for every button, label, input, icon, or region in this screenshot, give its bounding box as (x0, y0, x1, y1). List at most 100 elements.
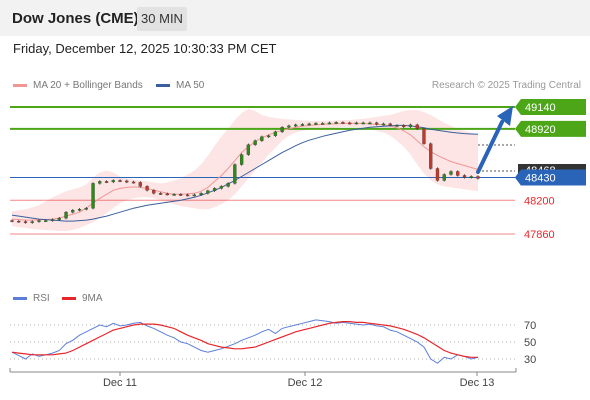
rsi-tick-label: 50 (524, 337, 536, 349)
candle (98, 180, 102, 185)
candle (442, 173, 446, 182)
bollinger-band-area (12, 109, 478, 231)
timestamp: Friday, December 12, 2025 10:30:33 PM CE… (13, 41, 277, 56)
candle-body (422, 128, 426, 144)
candle-body (395, 125, 399, 127)
candle-body (10, 220, 14, 222)
candle-body (226, 183, 230, 187)
level-label: 48200 (524, 195, 555, 207)
rsi-tick-label: 70 (524, 320, 536, 332)
candle (334, 121, 338, 125)
candle (449, 170, 453, 176)
candle (91, 182, 95, 210)
candle-body (442, 174, 446, 181)
ma9-label: 9MA (82, 293, 103, 304)
candle (111, 179, 115, 184)
candle (233, 163, 237, 185)
candle-body (98, 181, 102, 184)
candle (57, 216, 61, 221)
candle-body (44, 220, 48, 222)
level-label: 48430 (525, 172, 556, 184)
level-tag: 48920 (515, 120, 586, 137)
candle (219, 185, 224, 190)
candle (260, 135, 264, 142)
candle (10, 219, 14, 223)
candle-body (462, 175, 467, 178)
candle-body (152, 190, 156, 194)
rsi-ma9-line (11, 321, 478, 358)
candle-body (206, 190, 210, 194)
level-tag-shape (515, 169, 586, 186)
candle-body (334, 122, 338, 124)
candle-body (233, 164, 237, 184)
candle-body (131, 181, 136, 184)
candle (476, 175, 480, 180)
candle (435, 167, 440, 182)
candle-body (111, 180, 115, 183)
legend-ma50: MA 50 (156, 80, 204, 91)
candle (199, 192, 203, 196)
candle (429, 142, 433, 170)
ma20-label: MA 20 + Bollinger Bands (33, 80, 143, 91)
candle-body (64, 212, 68, 219)
candle-body (408, 124, 413, 127)
candle-body (415, 124, 419, 129)
candle (138, 181, 142, 188)
candle-body (429, 143, 433, 169)
candle (361, 121, 365, 125)
ma50-swatch (156, 84, 170, 87)
candle (375, 121, 379, 126)
candle-body (280, 127, 284, 132)
candle-body (158, 193, 163, 195)
candle (381, 122, 386, 126)
candle-body (354, 122, 359, 125)
level-label: 47860 (524, 229, 555, 241)
candle-body (145, 186, 149, 191)
candle (287, 124, 291, 129)
candle (314, 122, 318, 126)
candle-body (321, 123, 325, 125)
candle (462, 174, 467, 179)
candle (165, 192, 169, 196)
candle-body (476, 176, 480, 179)
candle (104, 180, 109, 184)
candle (307, 122, 311, 126)
candle (44, 219, 48, 222)
candle-body (435, 168, 440, 181)
x-axis-label: Dec 12 (288, 377, 323, 389)
candle (145, 185, 149, 192)
ma9-swatch (62, 297, 76, 300)
ma20-line (11, 122, 479, 221)
candle-body (37, 220, 41, 222)
candle (341, 121, 345, 125)
level-label: 48920 (525, 124, 556, 136)
header-bar: Dow Jones (CME) 30 MIN (0, 0, 590, 36)
candle-body (469, 176, 473, 178)
candle-body (381, 123, 386, 126)
candle (395, 124, 399, 127)
candle-body (125, 180, 129, 183)
candle (37, 219, 41, 223)
candle (388, 122, 392, 127)
candle-body (273, 131, 278, 136)
timeframe-button[interactable]: 30 MIN (137, 7, 187, 31)
candle (118, 179, 122, 183)
instrument-title: Dow Jones (CME) (12, 10, 139, 27)
candle (192, 193, 196, 197)
candle-body (307, 123, 311, 126)
candle (327, 121, 332, 125)
candle (179, 193, 183, 196)
candle (131, 180, 136, 184)
candle (185, 193, 190, 197)
candle (294, 123, 298, 128)
forecast-arrow-line (476, 120, 504, 174)
candle-body (138, 182, 142, 187)
candle (354, 121, 359, 125)
candle (253, 139, 257, 146)
candle-body (118, 180, 122, 182)
x-axis-label: Dec 13 (460, 377, 495, 389)
candle-body (260, 136, 264, 141)
candle-body (57, 217, 61, 220)
legend-ma9: 9MA (62, 293, 103, 304)
